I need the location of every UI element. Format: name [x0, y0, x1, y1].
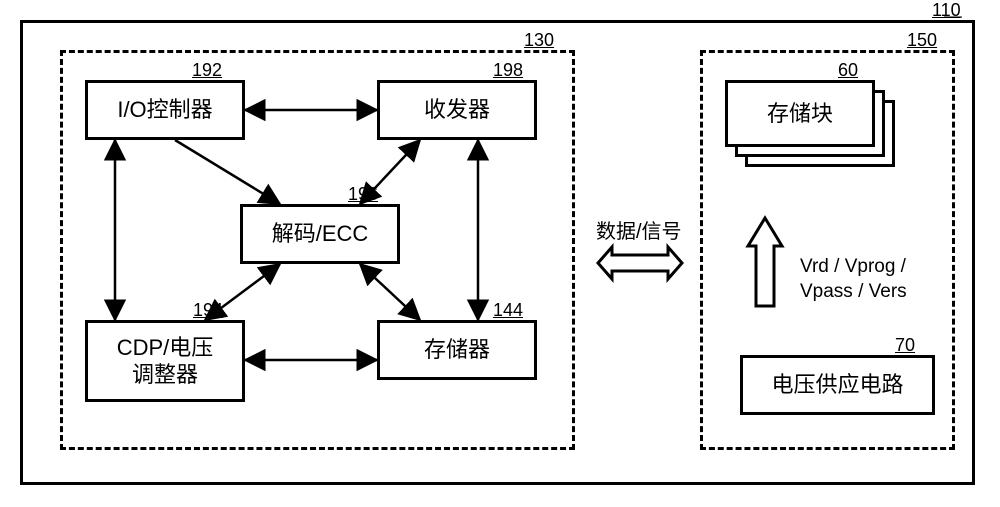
ref-left-module: 130	[524, 30, 554, 51]
ref-transceiver: 198	[493, 60, 523, 81]
ref-storage-block: 60	[838, 60, 858, 81]
ref-outer: 110	[932, 0, 961, 21]
storage-block-front: 存储块	[725, 80, 875, 147]
cdp-regulator-block: CDP/电压 调整器	[85, 320, 245, 402]
diagram-canvas: 110 130 150 I/O控制器 192 收发器 198 解码/ECC 19…	[0, 0, 1000, 507]
ref-cdp-regulator: 194	[193, 300, 223, 321]
decode-ecc-block: 解码/ECC	[240, 204, 400, 264]
memory-block: 存储器	[377, 320, 537, 380]
ref-right-module: 150	[907, 30, 937, 51]
memory-label: 存储器	[424, 336, 490, 364]
ref-decode-ecc: 196	[348, 184, 378, 205]
transceiver-label: 收发器	[424, 96, 490, 124]
io-controller-block: I/O控制器	[85, 80, 245, 140]
voltage-supply-label: 电压供应电路	[771, 371, 903, 399]
ref-io-controller: 192	[192, 60, 222, 81]
voltage-supply-block: 电压供应电路	[740, 355, 935, 415]
storage-block-label: 存储块	[767, 100, 833, 128]
decode-ecc-label: 解码/ECC	[272, 220, 369, 248]
ref-memory: 144	[493, 300, 523, 321]
voltage-signals-label: Vrd / Vprog / Vpass / Vers	[800, 255, 907, 304]
ref-voltage-supply: 70	[895, 335, 915, 356]
io-controller-label: I/O控制器	[117, 96, 212, 124]
cdp-regulator-label: CDP/电压 调整器	[117, 334, 214, 389]
transceiver-block: 收发器	[377, 80, 537, 140]
data-signal-label: 数据/信号	[596, 215, 682, 244]
